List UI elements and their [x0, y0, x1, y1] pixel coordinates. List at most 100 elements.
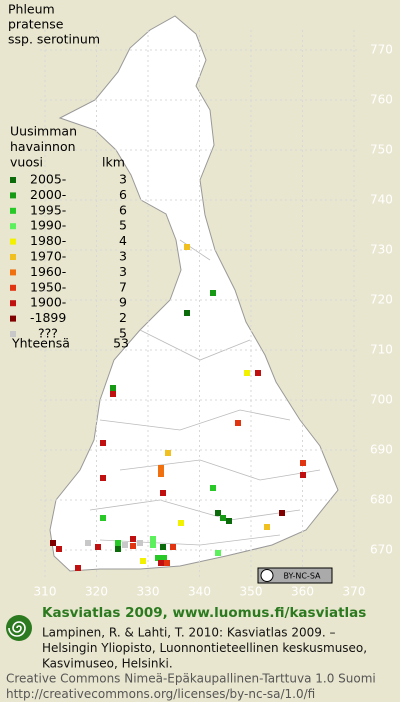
legend-count: 5 [119, 218, 127, 233]
legend-swatch [10, 207, 16, 214]
observation [130, 543, 136, 549]
observation [178, 520, 184, 526]
species-name: pratense [8, 17, 64, 32]
observation [215, 510, 221, 516]
y-tick-label: 730 [370, 243, 393, 257]
legend-swatch [10, 331, 16, 337]
legend-label: 2000- [30, 187, 66, 202]
badge-text: BY-NC-SA [283, 572, 321, 581]
observation [165, 450, 171, 456]
legend-swatch [10, 238, 16, 245]
legend-count: 9 [119, 295, 127, 310]
x-tick-label: 370 [343, 585, 366, 599]
y-tick-label: 680 [370, 493, 393, 507]
license-line: http://creativecommons.org/licenses/by-n… [6, 687, 315, 701]
brand-link: Kasviatlas 2009, www.luomus.fi/kasviatla… [42, 605, 366, 621]
observation [210, 485, 216, 491]
y-tick-label: 710 [370, 343, 393, 357]
logo [6, 615, 32, 641]
legend-total-label: Yhteensä [11, 336, 70, 351]
observation [100, 475, 106, 481]
observation [110, 385, 116, 391]
observation [226, 518, 232, 524]
legend-count: 5 [119, 326, 127, 341]
observation [158, 465, 164, 471]
legend-swatch [10, 192, 16, 199]
legend-heading: havainnon [10, 139, 76, 154]
legend-count: 4 [119, 233, 127, 248]
y-tick-label: 690 [370, 443, 393, 457]
x-tick-label: 310 [34, 585, 57, 599]
x-tick-label: 360 [291, 585, 314, 599]
cc-logo [260, 569, 274, 582]
legend-label: -1899 [30, 310, 66, 325]
y-tick-label: 720 [370, 293, 393, 307]
observation [164, 560, 170, 566]
observation [161, 555, 167, 561]
observation [75, 565, 81, 571]
observation [215, 550, 221, 556]
legend-count: 3 [119, 249, 127, 264]
observation [235, 420, 241, 426]
observation [115, 546, 121, 552]
observation [150, 536, 156, 542]
observation [210, 290, 216, 296]
species-name: ssp. serotinum [8, 32, 100, 47]
observation [300, 472, 306, 478]
observation [264, 524, 270, 530]
observation [155, 555, 161, 561]
legend-count: 7 [119, 279, 127, 294]
x-tick-label: 340 [188, 585, 211, 599]
observation [220, 515, 226, 521]
observation [56, 546, 62, 552]
observation [244, 370, 250, 376]
legend-swatch [10, 300, 16, 307]
country-outline [49, 15, 339, 572]
observations [50, 244, 306, 571]
y-tick-label: 740 [370, 193, 393, 207]
y-tick-label: 700 [370, 393, 393, 407]
observation [160, 490, 166, 496]
observation [158, 471, 164, 477]
observation [184, 244, 190, 250]
observation [150, 542, 156, 548]
legend-heading: Uusimman [10, 124, 77, 139]
legend-count: 3 [119, 172, 127, 187]
legend-label: ??? [38, 326, 58, 341]
legend-count: 6 [119, 187, 127, 202]
legend-label: 1960- [30, 264, 66, 279]
legend-label: 1995- [30, 202, 66, 217]
observation [50, 540, 56, 546]
x-tick-label: 320 [85, 585, 108, 599]
legend-count-header: lkm [102, 155, 125, 170]
legend-heading: vuosi [10, 155, 43, 170]
observation [115, 540, 121, 546]
observation [160, 544, 166, 550]
legend-label: 1950- [30, 279, 66, 294]
observation [140, 558, 146, 564]
y-tick-label: 750 [370, 143, 393, 157]
x-tick-label: 350 [240, 585, 263, 599]
legend-swatch [10, 284, 16, 291]
license-badge [257, 567, 333, 584]
legend-swatch [10, 315, 16, 322]
legend-swatch [10, 254, 16, 260]
species-name: Phleum [8, 2, 55, 17]
observation [255, 370, 261, 376]
observation [130, 536, 136, 542]
observation [110, 391, 116, 397]
observation [300, 460, 306, 466]
observation [184, 310, 190, 316]
x-tick-label: 330 [137, 585, 160, 599]
legend-total-count: 53 [113, 336, 129, 351]
legend-label: 2005- [30, 172, 66, 187]
observation [279, 510, 285, 516]
y-tick-label: 670 [370, 543, 393, 557]
legend-label: 1980- [30, 233, 66, 248]
legend-count: 3 [119, 264, 127, 279]
license-line: Creative Commons Nimeä-Epäkaupallinen-Ta… [6, 672, 376, 686]
citation-line: Lampinen, R. & Lahti, T. 2010: Kasviatla… [42, 626, 336, 640]
legend-label: 1900- [30, 295, 66, 310]
observation [158, 560, 164, 566]
